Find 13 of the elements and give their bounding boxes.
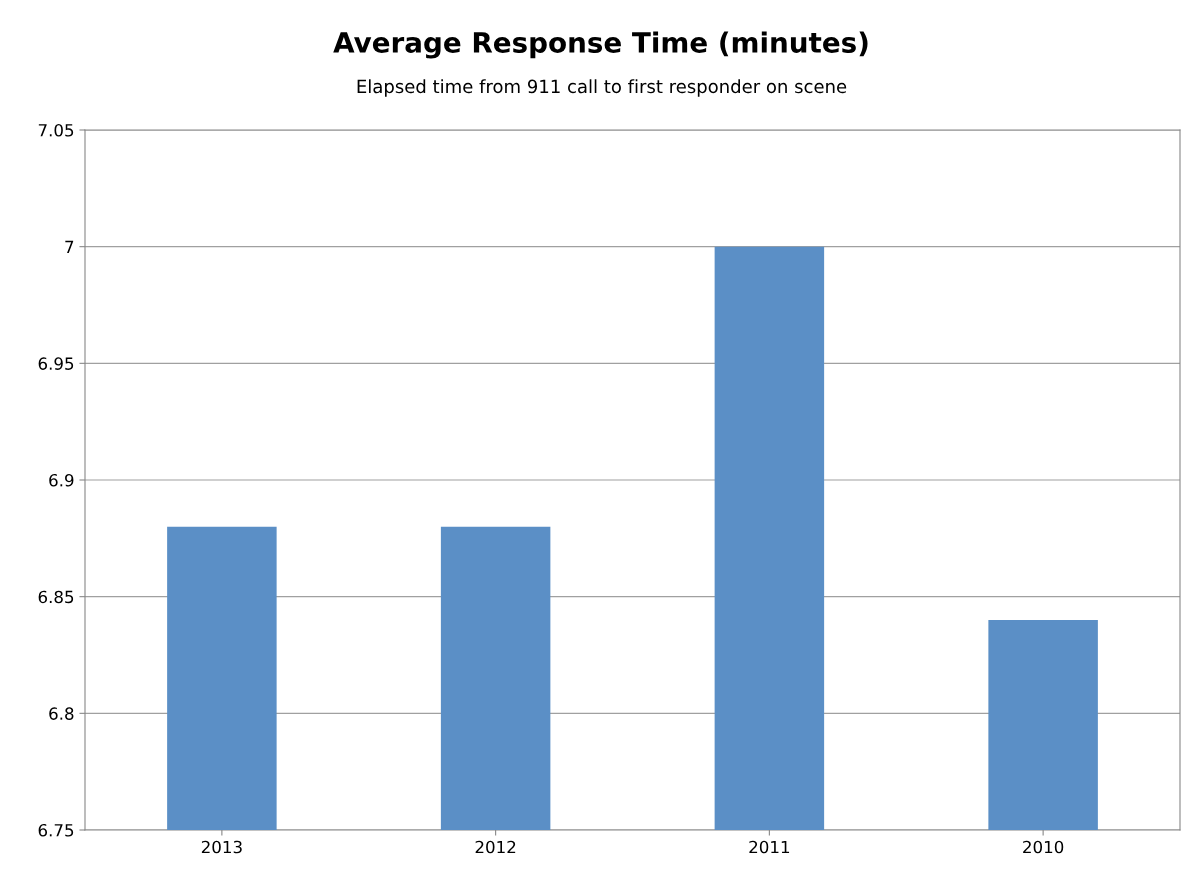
x-tick-label: 2013 — [201, 840, 242, 854]
x-tick-label: 2011 — [749, 840, 790, 854]
chart-subtitle: Elapsed time from 911 call to first responder on scene — [357, 79, 847, 97]
y-tick-label: 6.75 — [38, 823, 74, 837]
y-tick-label: 7.05 — [38, 123, 74, 137]
y-tick-label: 6.9 — [49, 473, 74, 487]
y-tick-label: 6.8 — [49, 707, 74, 720]
x-tick-label: 2010 — [1023, 840, 1064, 854]
y-tick-label: 7 — [65, 240, 74, 253]
y-tick-label: 6.95 — [38, 357, 74, 370]
chart-title: Average Response Time (minutes) — [333, 31, 868, 59]
y-tick-label: 6.85 — [38, 590, 74, 604]
x-tick-label: 2012 — [475, 840, 516, 854]
